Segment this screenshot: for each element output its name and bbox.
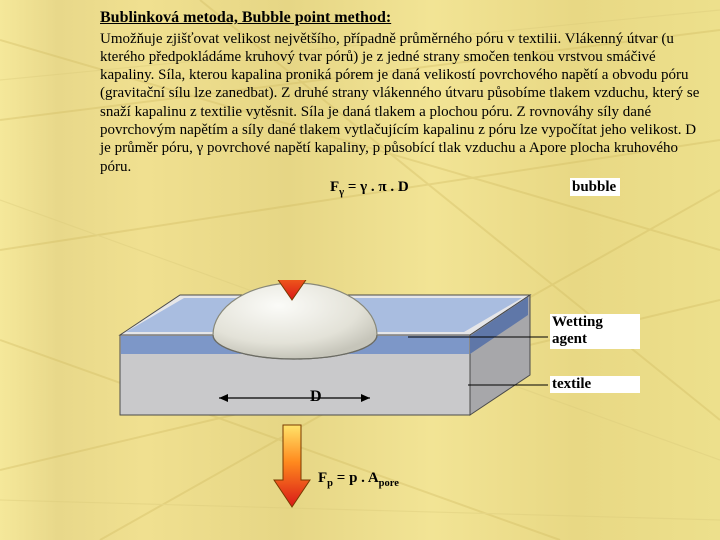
- label-bubble: bubble: [570, 178, 620, 196]
- page-title: Bublinková metoda, Bubble point method:: [100, 8, 706, 28]
- label-wetting-agent: Wetting agent: [550, 314, 640, 349]
- arrow-down-bottom: [274, 425, 310, 507]
- body-text-span: Umožňuje zjišťovat velikost největšího, …: [100, 31, 699, 175]
- formula-gamma-row: Fγ = γ . π . D bubble: [100, 178, 706, 200]
- label-textile: textile: [550, 376, 640, 393]
- formula-gamma: Fγ = γ . π . D: [330, 178, 409, 200]
- text-block: Bublinková metoda, Bubble point method: …: [0, 0, 720, 200]
- formula-p: Fp = p . Apore: [318, 470, 399, 489]
- body-paragraph: Umožňuje zjišťovat velikost největšího, …: [100, 30, 706, 176]
- letter-d: D: [310, 388, 322, 406]
- diagram: D Wetting agent textile Fp = p . Apore: [70, 280, 660, 520]
